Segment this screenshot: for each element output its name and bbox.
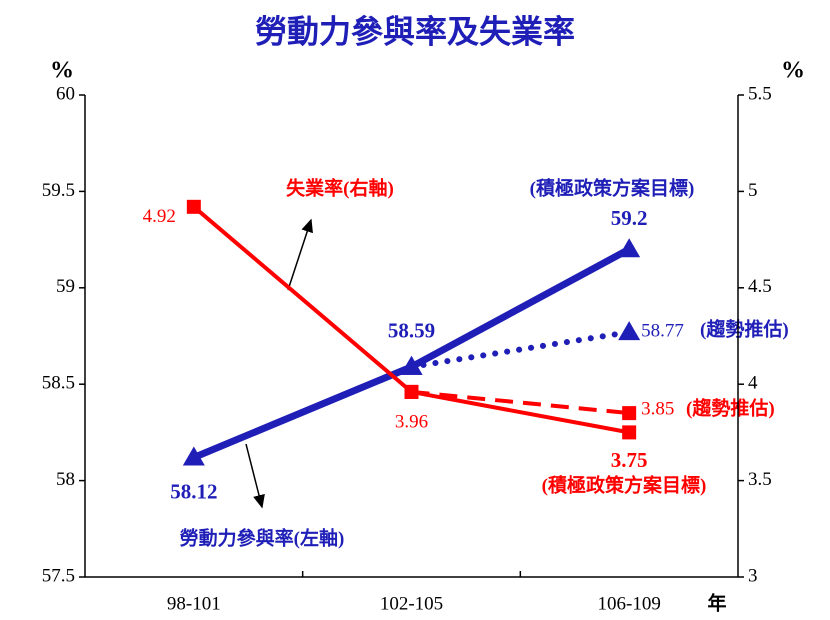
y2-tick-label: 5 (748, 180, 758, 201)
series-label: (趨勢推估) (700, 317, 789, 340)
y2-tick-label: 4.5 (748, 276, 772, 297)
y-tick-label: 58 (56, 469, 75, 490)
y2-axis-label: % (781, 58, 805, 84)
x-tick-label: 102-105 (380, 593, 443, 614)
arrow (287, 218, 313, 291)
point-marker (186, 199, 201, 214)
data-label: 58.59 (388, 319, 435, 343)
point-marker (400, 355, 423, 375)
series-line (411, 389, 630, 416)
series-label: 失業率(右軸) (286, 176, 394, 199)
y2-tick-label: 5.5 (748, 83, 772, 104)
y-tick-label: 59.5 (42, 180, 75, 201)
point-marker (404, 384, 419, 399)
arrow (245, 443, 265, 509)
y2-tick-label: 3.5 (748, 469, 772, 490)
data-label: 58.77 (641, 321, 684, 342)
point-marker (618, 238, 641, 258)
x-tick-label: 98-101 (167, 593, 221, 614)
point-marker (618, 321, 641, 341)
point-marker (622, 406, 637, 421)
data-label: 3.85 (641, 398, 674, 419)
data-label: 3.75 (611, 448, 648, 472)
series-label: (趨勢推估) (686, 396, 775, 419)
data-label: 3.96 (395, 411, 428, 432)
y2-tick-label: 4 (748, 373, 758, 394)
annotation: (積極政策方案目標) (542, 473, 707, 496)
y-axis-label: % (50, 58, 74, 84)
y-tick-label: 58.5 (42, 373, 75, 394)
y-tick-label: 57.5 (42, 565, 75, 586)
chart-title: 勞動力參與率及失業率 (255, 13, 575, 49)
y-tick-label: 59 (56, 276, 75, 297)
data-label: 58.12 (170, 479, 217, 503)
x-axis-label: 年 (707, 591, 726, 614)
series-line (408, 329, 633, 370)
data-label: 4.92 (143, 206, 176, 227)
data-label: 59.2 (611, 206, 648, 230)
annotation: (積極政策方案目標) (530, 176, 695, 199)
point-marker (182, 446, 205, 466)
series-label: 勞動力參與率(左軸) (180, 526, 345, 549)
y-tick-label: 60 (56, 83, 75, 104)
y2-tick-label: 3 (748, 565, 758, 586)
point-marker (622, 425, 637, 440)
x-tick-label: 106-109 (598, 593, 661, 614)
